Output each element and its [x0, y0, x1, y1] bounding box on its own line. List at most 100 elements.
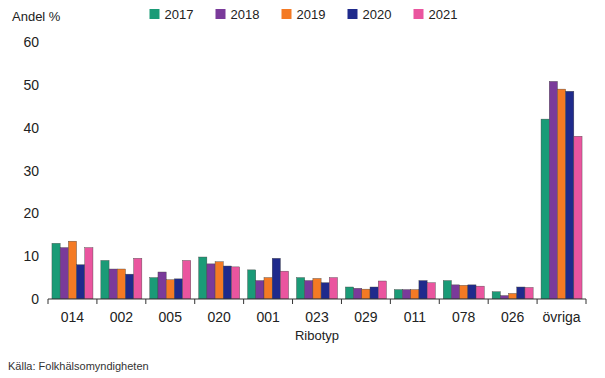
bar [321, 283, 329, 299]
y-tick-label: 20 [23, 205, 39, 221]
x-tick [390, 299, 391, 304]
x-tick-label: 020 [208, 309, 232, 325]
y-tick [44, 213, 48, 214]
bar [354, 288, 362, 299]
y-tick-label: 10 [23, 248, 39, 264]
source: Källa: Folkhälsomyndigheten [8, 360, 149, 372]
bar [183, 260, 191, 299]
y-tick-label: 60 [23, 34, 39, 50]
x-tick [48, 299, 49, 304]
bar [109, 269, 117, 299]
x-tick-label: 029 [354, 309, 378, 325]
bar [117, 269, 125, 299]
legend-label: 2018 [231, 7, 260, 22]
bar [566, 91, 574, 299]
bar [305, 281, 313, 299]
bar [468, 285, 476, 299]
bar [313, 278, 321, 299]
bar [370, 287, 378, 299]
bar [362, 289, 370, 299]
bar [199, 257, 207, 299]
x-tick-label: 002 [110, 309, 134, 325]
x-tick-label: 078 [452, 309, 476, 325]
x-tick [537, 299, 538, 304]
bar [541, 119, 549, 299]
bar [223, 266, 231, 299]
bar [557, 89, 565, 299]
bar [378, 281, 386, 299]
x-tick [96, 299, 97, 304]
bar [345, 287, 353, 299]
y-tick [44, 256, 48, 257]
x-tick-label: 001 [256, 309, 280, 325]
bar [125, 274, 133, 299]
x-tick-label: 011 [404, 309, 427, 325]
bar [509, 293, 517, 299]
bar [207, 264, 215, 299]
bar [394, 290, 402, 299]
bar [166, 280, 174, 299]
bar [158, 272, 166, 299]
bar [150, 278, 158, 299]
x-tick [341, 299, 342, 304]
y-tick [44, 299, 48, 300]
x-axis-title: Ribotyp [295, 328, 339, 343]
bars [52, 81, 582, 299]
bar [460, 285, 468, 299]
x-tick [145, 299, 146, 304]
bar [52, 243, 60, 299]
legend-label: 2020 [363, 7, 392, 22]
y-tick-label: 50 [23, 77, 39, 93]
legend-label: 2019 [297, 7, 326, 22]
x-tick-label: 014 [61, 309, 85, 325]
y-axis-title: Andel % [12, 9, 61, 24]
x-tick [194, 299, 195, 304]
bar [272, 258, 280, 299]
y-tick-label: 40 [23, 120, 39, 136]
x-tick-label: 005 [159, 309, 183, 325]
bar [174, 279, 182, 299]
bar [525, 287, 533, 299]
bar [134, 258, 142, 299]
x-tick [488, 299, 489, 304]
y-tick-label: 30 [23, 163, 39, 179]
legend-swatch [150, 9, 160, 19]
x-tick [586, 299, 587, 304]
bar [451, 285, 459, 299]
bar [77, 265, 85, 299]
bar [215, 262, 223, 299]
x-tick [439, 299, 440, 304]
bar [419, 281, 427, 299]
bar [256, 281, 264, 299]
x-tick [292, 299, 293, 304]
x-tick-label: övriga [542, 309, 580, 325]
y-tick [44, 127, 48, 128]
bar [68, 241, 76, 299]
legend-label: 2021 [429, 7, 458, 22]
bar [517, 287, 525, 299]
bar [500, 296, 508, 299]
bar [492, 292, 500, 299]
legend-swatch [216, 9, 226, 19]
y-tick [44, 84, 48, 85]
legend-swatch [282, 9, 292, 19]
bar [549, 81, 557, 299]
x-tick-label: 023 [305, 309, 329, 325]
y-tick [44, 170, 48, 171]
y-tick [44, 42, 48, 43]
bar [297, 278, 305, 299]
bar [85, 248, 93, 299]
bar [574, 136, 582, 299]
legend-swatch [348, 9, 358, 19]
bar [476, 286, 484, 299]
bar [231, 267, 239, 299]
bar [427, 283, 435, 299]
bar [60, 248, 68, 299]
x-tick [243, 299, 244, 304]
legend-swatch [414, 9, 424, 19]
chart: 0 10 20 30 40 50 60 014 002 005 020 001 023 029 011 078… [0, 0, 605, 378]
bar [443, 281, 451, 299]
bar [403, 290, 411, 299]
bar [411, 290, 419, 299]
y-tick-label: 0 [31, 291, 39, 307]
